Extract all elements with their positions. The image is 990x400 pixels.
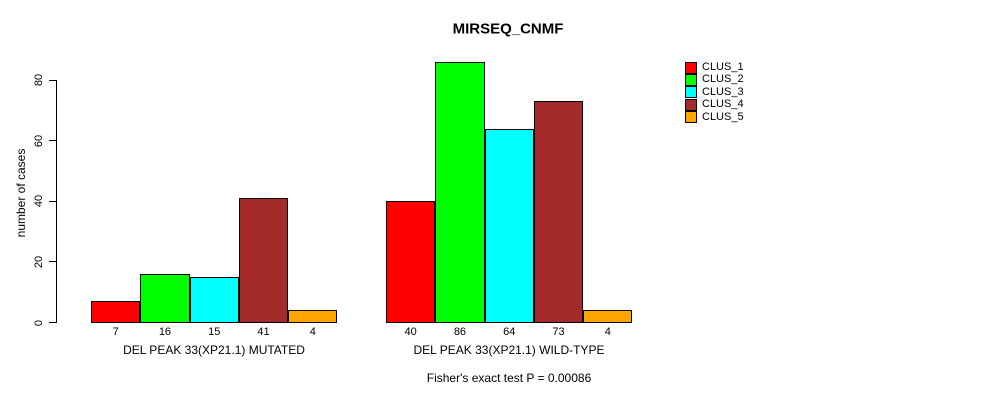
bar-clus-4-mutated (238, 198, 289, 323)
y-axis-title: number of cases (14, 148, 28, 238)
bar-value-label: 40 (404, 326, 417, 338)
caption: Fisher's exact test P = 0.00086 (426, 371, 592, 385)
legend-swatch-clus-1 (685, 61, 697, 74)
legend-label: CLUS_2 (702, 73, 744, 86)
legend-label: CLUS_4 (702, 98, 744, 111)
y-axis-tick (49, 140, 56, 142)
legend-label: CLUS_1 (702, 61, 744, 73)
group-label-mutated: DEL PEAK 33(XP21.1) MUTATED (123, 343, 305, 357)
y-axis-line (56, 80, 57, 323)
bar-clus-3-wild-type (484, 128, 534, 323)
y-axis-tick-label: 0 (33, 319, 45, 326)
bar-value-label: 15 (208, 326, 221, 338)
legend-swatch-clus-4 (685, 98, 697, 111)
legend-row: CLUS_1 (685, 61, 744, 74)
legend-swatch-clus-2 (685, 73, 697, 86)
legend-row: CLUS_2 (685, 73, 744, 86)
bar-value-label: 4 (309, 326, 316, 338)
y-axis-tick-label: 60 (33, 134, 45, 147)
y-axis-tick (49, 322, 56, 323)
bar-clus-5-wild-type (583, 310, 633, 323)
bar-value-label: 73 (552, 326, 565, 338)
y-axis-tick-label: 20 (33, 255, 45, 268)
y-axis-tick (49, 200, 56, 202)
bar-clus-1-wild-type (386, 201, 436, 323)
bar-clus-3-mutated (189, 277, 239, 323)
chart-title: MIRSEQ_CNMF (452, 20, 564, 38)
legend-swatch-clus-3 (685, 86, 697, 99)
bar-value-label: 4 (604, 326, 611, 338)
bar-clus-5-mutated (288, 310, 338, 323)
bar-clus-1-mutated (91, 301, 141, 323)
bar-clus-4-wild-type (533, 101, 584, 323)
y-axis-tick (49, 261, 56, 263)
bar-value-label: 86 (453, 326, 467, 338)
y-axis-tick (49, 79, 56, 81)
legend-label: CLUS_5 (702, 110, 744, 123)
legend-row: CLUS_5 (685, 110, 744, 124)
y-axis-tick-label: 40 (33, 195, 45, 208)
y-axis-tick-label: 80 (33, 73, 45, 87)
bar-clus-2-mutated (140, 274, 190, 323)
legend-row: CLUS_3 (685, 85, 744, 99)
bar-value-label: 7 (112, 326, 119, 338)
bar-value-label: 16 (158, 326, 172, 338)
bar-value-label: 64 (503, 326, 516, 338)
bar-value-label: 41 (257, 326, 270, 338)
bar-clus-2-wild-type (435, 61, 485, 323)
legend-swatch-clus-5 (685, 111, 697, 124)
legend-row: CLUS_4 (685, 98, 744, 111)
legend: CLUS_1 CLUS_2 CLUS_3 CLUS_4 CLUS_5 (685, 61, 744, 124)
legend-label: CLUS_3 (702, 85, 744, 98)
group-label-wild-type: DEL PEAK 33(XP21.1) WILD-TYPE (413, 343, 605, 357)
